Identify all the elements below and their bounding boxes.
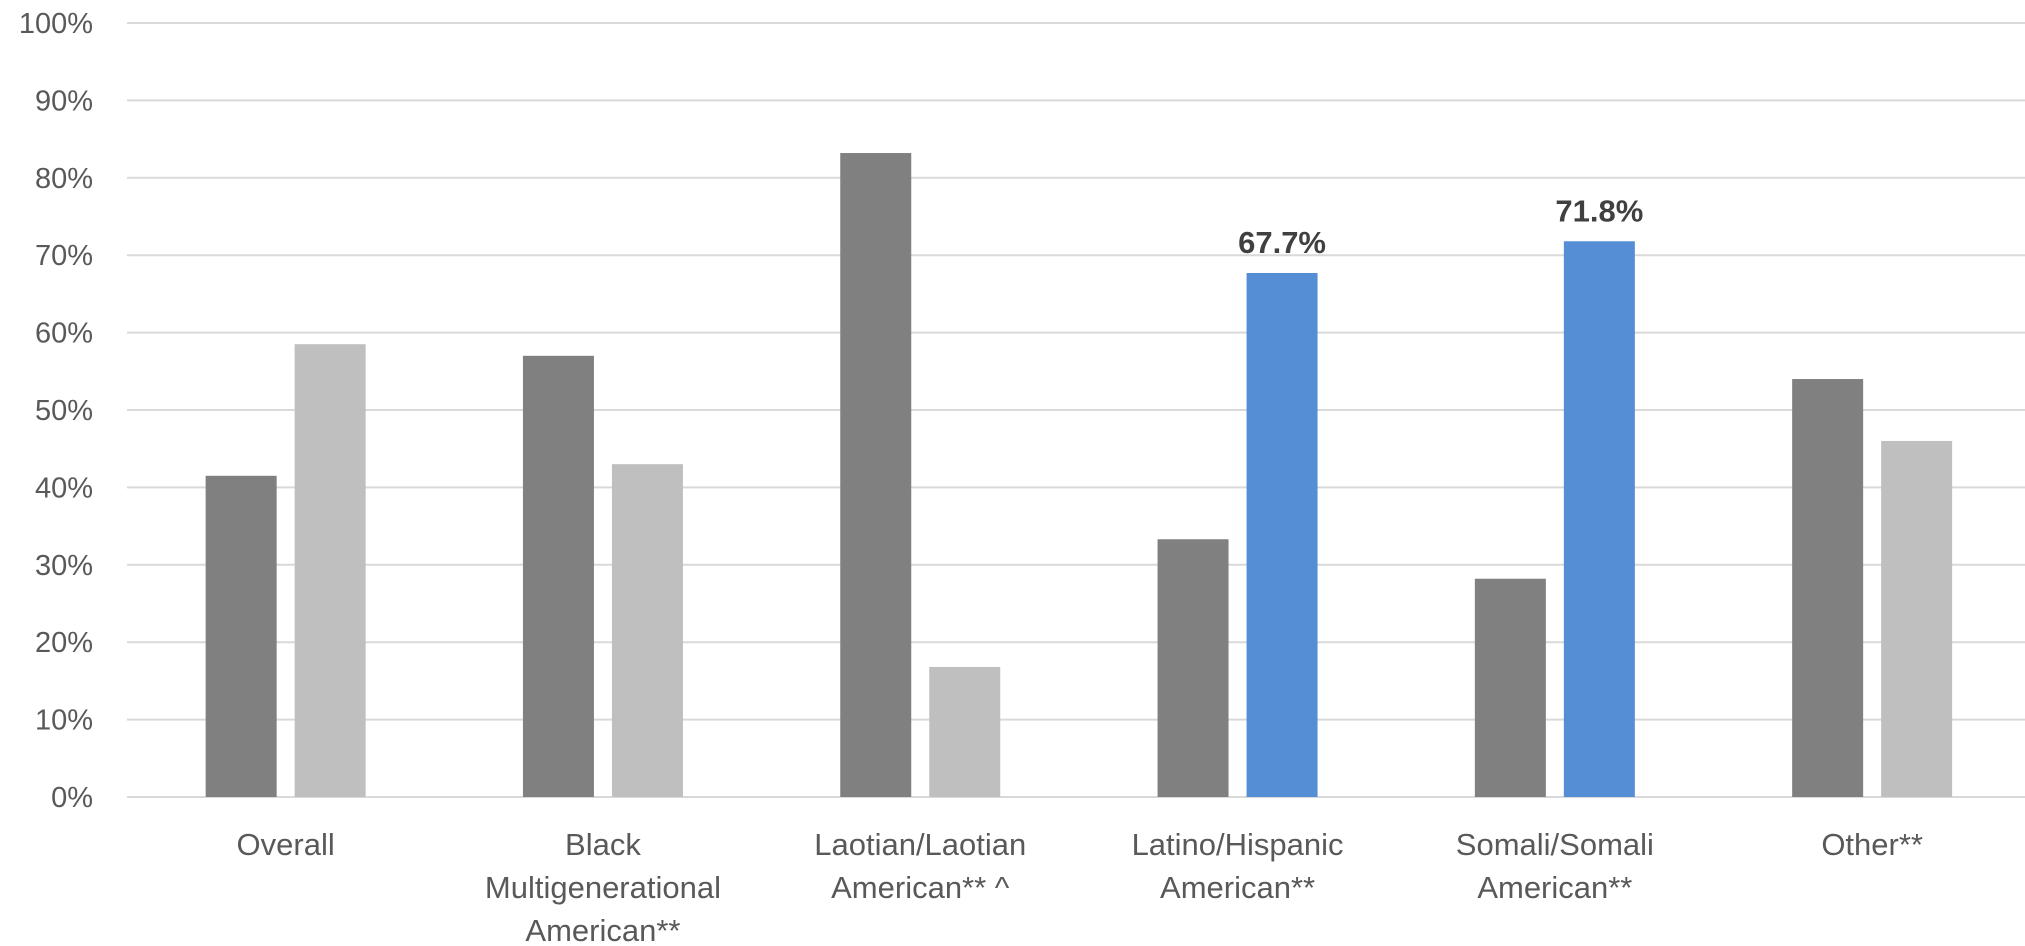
- y-tick-label: 20%: [35, 627, 93, 659]
- bar: [1246, 273, 1318, 797]
- category-label: Overall: [237, 827, 335, 862]
- data-labels: 67.7% 71.8%: [1238, 193, 1643, 260]
- category-label: Latino/Hispanic American**: [1132, 827, 1344, 905]
- x-axis-category-labels: Overall Black Multigenerational American** L…: [237, 827, 1923, 946]
- category-label: Other**: [1821, 827, 1923, 862]
- bars: [205, 153, 1953, 798]
- y-tick-label: 30%: [35, 550, 93, 582]
- category-label: Laotian/Laotian American** ^: [814, 827, 1026, 905]
- bar: [1792, 379, 1864, 797]
- bar: [1563, 241, 1635, 797]
- bar: [1474, 578, 1546, 797]
- bar: [929, 666, 1001, 797]
- y-tick-label: 40%: [35, 472, 93, 504]
- y-tick-label: 70%: [35, 240, 93, 272]
- y-axis-tick-labels: 0% 10% 20% 30% 40% 50% 60% 70% 80% 90% 100%: [19, 8, 93, 814]
- bar: [522, 355, 594, 797]
- y-tick-label: 90%: [35, 85, 93, 117]
- bar: [1881, 440, 1953, 797]
- data-label: 67.7%: [1238, 225, 1326, 260]
- bar: [840, 153, 912, 798]
- y-tick-label: 60%: [35, 318, 93, 350]
- y-tick-label: 0%: [51, 782, 93, 814]
- data-label: 71.8%: [1555, 193, 1643, 228]
- bar: [611, 464, 683, 797]
- category-label: Somali/Somali American**: [1456, 827, 1654, 905]
- gridlines: [127, 22, 2025, 798]
- bar: [1157, 539, 1229, 797]
- bar: [294, 344, 366, 797]
- y-tick-label: 80%: [35, 163, 93, 195]
- bar: [205, 475, 277, 797]
- category-label: Black Multigenerational American**: [485, 827, 721, 946]
- y-tick-label: 50%: [35, 395, 93, 427]
- y-tick-label: 10%: [35, 705, 93, 737]
- y-tick-label: 100%: [19, 8, 93, 40]
